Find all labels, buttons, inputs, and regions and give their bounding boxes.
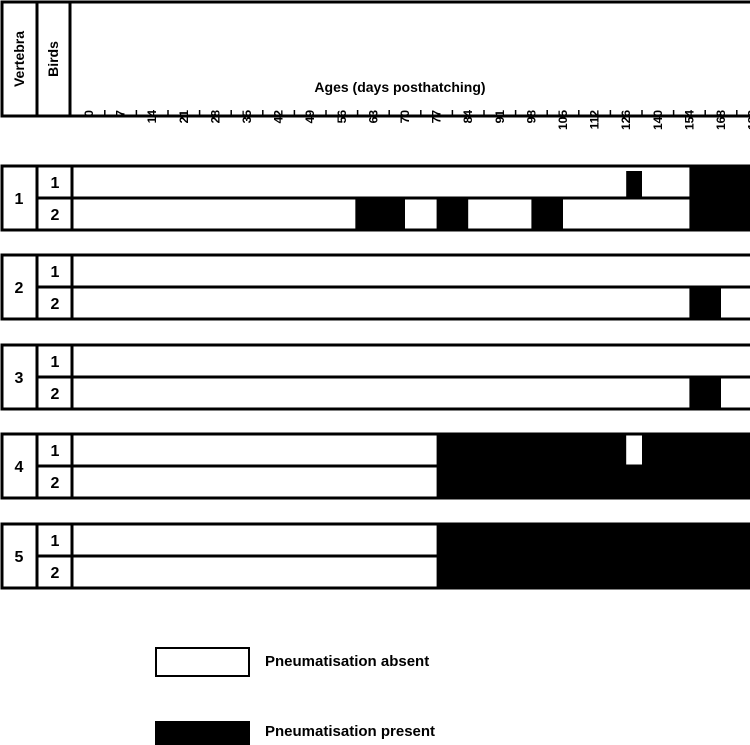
age-tick-label: 70: [398, 110, 412, 124]
bird-label: 2: [51, 475, 60, 492]
age-tick-label: 168: [714, 110, 728, 130]
vertebra-frame: [0, 253, 750, 321]
vertebra-group: 3 1 2: [0, 343, 750, 411]
age-tick-label: 49: [303, 110, 317, 124]
pneumatisation-present-segment: [531, 198, 563, 230]
vertebra-header-label: Vertebra: [11, 31, 27, 87]
age-tick-label: 14: [145, 110, 159, 124]
legend-label-absent: Pneumatisation absent: [265, 653, 430, 670]
age-tick-label: 154: [682, 110, 696, 130]
vertebra-label: 5: [15, 549, 24, 566]
age-tick-label: 0: [82, 110, 96, 117]
bird-label: 2: [51, 207, 60, 224]
bird-label: 2: [51, 565, 60, 582]
pneumatisation-present-segment: [436, 524, 750, 556]
vertebra-group: 1 1 2: [0, 164, 750, 232]
age-tick-label: 7: [114, 110, 128, 117]
age-tick-label: 35: [240, 110, 254, 124]
age-tick-label: 98: [524, 110, 538, 124]
age-tick-label: 105: [556, 110, 570, 130]
age-tick-label: 84: [461, 110, 475, 124]
vertebra-frame: [0, 164, 750, 232]
pneumatisation-present-segment: [355, 198, 405, 230]
age-tick-label: 28: [208, 110, 222, 124]
bird-label: 1: [51, 175, 60, 192]
pneumatisation-present-segment: [689, 166, 750, 198]
pneumatisation-present-segment: [689, 287, 721, 319]
birds-header-label: Birds: [45, 41, 61, 77]
vertebra-label: 1: [15, 191, 24, 208]
vertebra-frame: [0, 522, 750, 590]
legend-swatch-absent: [155, 647, 250, 677]
pneumatisation-present-segment: [436, 198, 469, 230]
vertebra-group: 2 1 2: [0, 253, 750, 321]
bird-label: 2: [51, 296, 60, 313]
age-tick-label: 77: [430, 110, 444, 124]
pneumatisation-present-segment: [436, 556, 750, 588]
bird-label: 1: [51, 264, 60, 281]
vertebra-group: 4 1 2: [0, 432, 750, 500]
bird-label: 1: [51, 443, 60, 460]
age-tick-label: 126: [619, 110, 633, 130]
vertebra-group: 5 1 2: [0, 522, 750, 590]
age-tick-label: 56: [335, 110, 349, 124]
ages-axis-title: Ages (days posthatching): [314, 79, 485, 95]
pneumatisation-present-segment: [642, 434, 750, 466]
age-tick-label: 91: [493, 110, 507, 124]
header-frame: [0, 0, 750, 118]
vertebra-frame: [0, 432, 750, 500]
pneumatisation-present-segment: [436, 434, 627, 466]
vertebra-frame: [0, 343, 750, 411]
legend-label-present: Pneumatisation present: [265, 723, 436, 740]
chart-header: Vertebra Birds Ages (days posthatching) 0 7 1…: [0, 0, 750, 130]
bird-label: 2: [51, 386, 60, 403]
legend-swatch-present: [155, 721, 250, 745]
pneumatisation-present-segment: [689, 198, 750, 230]
age-tick-label: 182: [746, 110, 750, 130]
vertebra-label: 2: [15, 280, 24, 297]
age-tick-label: 112: [588, 110, 602, 130]
bird-label: 1: [51, 533, 60, 550]
age-tick-label: 63: [366, 110, 380, 124]
vertebra-label: 4: [15, 459, 24, 476]
age-tick-label: 42: [272, 110, 286, 124]
pneumatisation-present-segment: [689, 377, 721, 409]
pneumatisation-present-segment: [436, 466, 750, 498]
chart-rows: 1 1 2 2 1 2 3 1 2 4 1 2 5 1 2: [0, 164, 750, 590]
age-tick-label: 21: [177, 110, 191, 124]
vertebra-label: 3: [15, 370, 24, 387]
bird-label: 1: [51, 354, 60, 371]
pneumatisation-present-segment: [626, 171, 642, 198]
age-tick-label: 140: [651, 110, 665, 130]
